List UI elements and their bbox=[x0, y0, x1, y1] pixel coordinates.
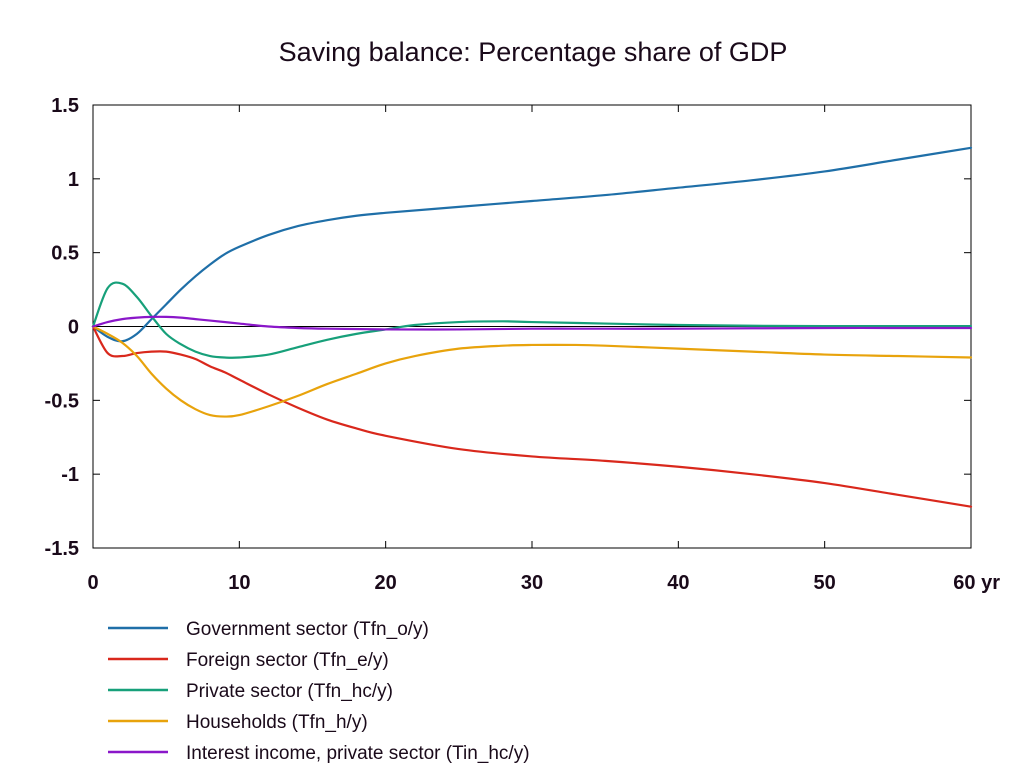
chart-title: Saving balance: Percentage share of GDP bbox=[279, 37, 788, 67]
x-tick-label: 50 bbox=[814, 572, 836, 594]
y-tick-label: -1 bbox=[61, 464, 79, 486]
y-tick-label: 0 bbox=[68, 317, 79, 339]
series-line-4 bbox=[91, 325, 973, 418]
y-tick-label: 1.5 bbox=[51, 95, 79, 117]
legend-label-3: Private sector (Tfn_hc/y) bbox=[186, 681, 393, 702]
legend: Government sector (Tfn_o/y) Foreign secto… bbox=[108, 619, 530, 764]
y-tick-label: -1.5 bbox=[45, 538, 79, 560]
x-tick-label: 60 yr bbox=[953, 572, 1000, 594]
y-tick-label: -0.5 bbox=[45, 390, 79, 412]
series-line-5 bbox=[91, 315, 973, 331]
x-tick-label: 30 bbox=[521, 572, 543, 594]
series-lines bbox=[91, 146, 973, 508]
legend-label-5: Interest income, private sector (Tin_hc/… bbox=[186, 743, 530, 764]
x-tick-label: 0 bbox=[87, 572, 98, 594]
legend-label-1: Government sector (Tfn_o/y) bbox=[186, 619, 429, 640]
x-tick-label: 40 bbox=[667, 572, 689, 594]
series-line-1 bbox=[91, 146, 973, 343]
axis-ticks: 1.5 1 0.5 0 -0.5 -1 -1.5 0 10 20 30 40 50 60 yr bbox=[45, 95, 1001, 594]
series-line-2 bbox=[91, 325, 973, 508]
x-tick-label: 10 bbox=[228, 572, 250, 594]
legend-label-4: Households (Tfn_h/y) bbox=[186, 712, 368, 733]
series-line-3 bbox=[91, 281, 973, 359]
x-tick-label: 20 bbox=[375, 572, 397, 594]
legend-label-2: Foreign sector (Tfn_e/y) bbox=[186, 650, 389, 671]
y-tick-label: 1 bbox=[68, 169, 79, 191]
y-tick-label: 0.5 bbox=[51, 243, 79, 265]
